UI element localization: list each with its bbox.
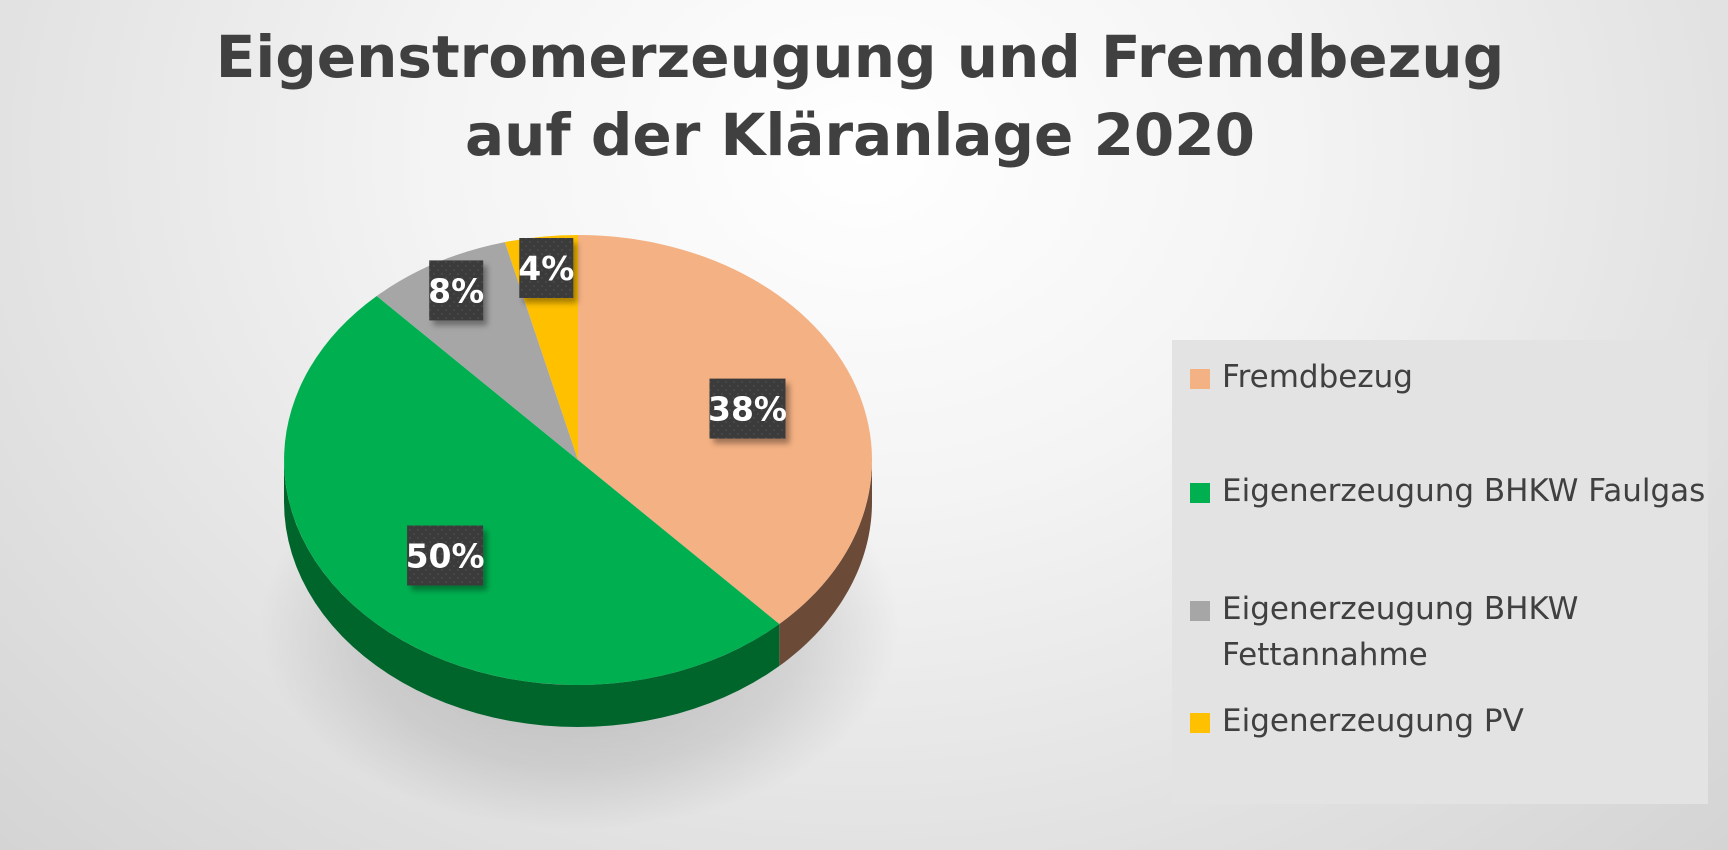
svg-text:4%: 4% — [518, 249, 574, 288]
legend-item-pv: Eigenerzeugung PV — [1190, 698, 1524, 744]
svg-text:8%: 8% — [428, 271, 484, 310]
legend-swatch-bhkw-faulgas — [1190, 483, 1210, 503]
chart-legend: Fremdbezug Eigenerzeugung BHKW Faulgas E… — [1172, 340, 1708, 804]
pie-side-fremdbezug — [779, 460, 872, 667]
data-label-eigenerzeugung-pv: 4% — [518, 238, 574, 298]
pie-side-eigenerzeugung-bhkw-faulgas — [284, 460, 780, 727]
pie-slice-eigenerzeugung-bhkw-faulgas — [284, 295, 780, 685]
legend-item-fremdbezug: Fremdbezug — [1190, 354, 1413, 400]
legend-item-bhkw-faulgas: Eigenerzeugung BHKW Faulgas — [1190, 468, 1705, 514]
chart-title-line-2: auf der Kläranlage 2020 — [465, 101, 1255, 169]
legend-swatch-bhkw-fettannahme — [1190, 601, 1210, 621]
data-label-fremdbezug: 38% — [708, 378, 787, 439]
legend-swatch-fremdbezug — [1190, 369, 1210, 389]
legend-label-pv: Eigenerzeugung PV — [1222, 703, 1524, 739]
chart-title-line-1: Eigenstromerzeugung und Fremdbezug — [215, 23, 1505, 91]
legend-item-bhkw-fettannahme: Eigenerzeugung BHKW Fettannahme — [1190, 586, 1578, 678]
data-label-eigenerzeugung-bhkw-fettannahme: 8% — [428, 260, 484, 321]
legend-label-bhkw-faulgas: Eigenerzeugung BHKW Faulgas — [1222, 473, 1706, 509]
data-label-eigenerzeugung-bhkw-faulgas: 50% — [406, 525, 485, 586]
legend-label-fremdbezug: Fremdbezug — [1222, 359, 1413, 395]
chart-title: Eigenstromerzeugung und Fremdbezug auf d… — [0, 18, 1720, 174]
legend-label-bhkw-fettannahme: Eigenerzeugung BHKW Fettannahme — [1222, 591, 1579, 673]
pie-slice-eigenerzeugung-bhkw-fettannahme — [376, 242, 578, 460]
svg-text:38%: 38% — [708, 390, 787, 429]
svg-text:50%: 50% — [406, 537, 485, 576]
legend-swatch-pv — [1190, 713, 1210, 733]
